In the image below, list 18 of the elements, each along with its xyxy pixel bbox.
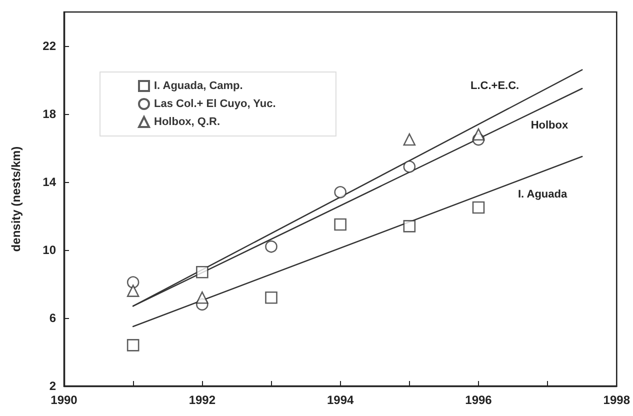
series-label: I. Aguada	[518, 188, 568, 200]
y-tick-label: 10	[42, 243, 56, 257]
x-tick-label: 1992	[188, 393, 216, 407]
x-tick-label: 1990	[50, 393, 78, 407]
legend-label: I. Aguada, Camp.	[154, 80, 243, 92]
legend-label: Las Col.+ El Cuyo, Yuc.	[154, 98, 276, 110]
x-tick-label: 1996	[465, 393, 492, 407]
series-label: L.C.+E.C.	[470, 80, 520, 92]
series-label: Holbox	[530, 120, 569, 132]
x-tick-label: 1994	[326, 393, 354, 407]
y-tick-label: 14	[42, 175, 56, 189]
legend-label: Holbox, Q.R.	[154, 116, 220, 128]
y-tick-label: 2	[49, 379, 56, 393]
y-axis-title: density (nests/km)	[9, 146, 23, 252]
x-tick-label: 1998	[603, 393, 630, 407]
y-tick-label: 6	[49, 311, 56, 325]
y-tick-label: 18	[42, 107, 56, 121]
y-tick-label: 22	[42, 39, 56, 53]
